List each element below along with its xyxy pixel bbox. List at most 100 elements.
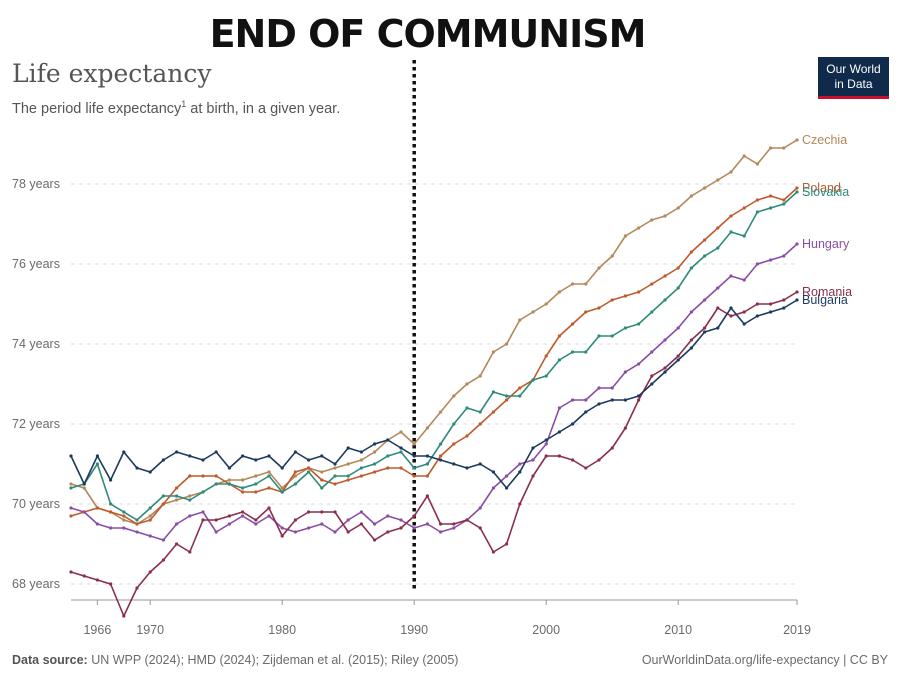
data-point-czechia: [175, 498, 179, 502]
data-point-slovakia: [320, 486, 324, 490]
our-world-in-data-logo[interactable]: Our World in Data: [818, 57, 889, 99]
data-point-hungary: [241, 514, 245, 518]
data-point-slovakia: [95, 462, 99, 466]
data-point-hungary: [69, 506, 73, 510]
data-point-czechia: [584, 282, 588, 286]
data-point-slovakia: [188, 498, 192, 502]
data-point-slovakia: [293, 482, 297, 486]
data-point-slovakia: [201, 490, 205, 494]
data-point-bulgaria: [478, 462, 482, 466]
data-point-poland: [214, 474, 218, 478]
data-point-slovakia: [623, 326, 628, 330]
data-point-hungary: [148, 534, 152, 538]
data-source-label: Data source:: [12, 653, 88, 667]
data-point-hungary: [307, 526, 311, 530]
data-point-czechia: [227, 478, 231, 482]
data-point-czechia: [267, 470, 271, 474]
data-point-slovakia: [346, 474, 350, 478]
data-point-poland: [386, 466, 390, 470]
data-point-romania: [584, 466, 588, 470]
subtitle-text: The period life expectancy: [12, 100, 182, 117]
series-label-czechia: Czechia: [802, 133, 847, 147]
data-point-slovakia: [425, 462, 429, 466]
data-point-hungary: [742, 278, 746, 282]
data-point-bulgaria: [346, 446, 350, 450]
data-point-hungary: [755, 262, 760, 266]
data-point-hungary: [267, 514, 271, 518]
data-point-hungary: [478, 506, 482, 510]
data-point-slovakia: [452, 422, 456, 426]
data-point-hungary: [254, 522, 258, 526]
data-point-romania: [637, 398, 641, 402]
data-point-bulgaria: [386, 438, 390, 442]
data-point-bulgaria: [676, 358, 680, 362]
data-point-slovakia: [399, 450, 403, 454]
data-point-bulgaria: [557, 430, 562, 434]
data-point-poland: [637, 290, 641, 294]
data-point-hungary: [439, 530, 443, 534]
data-point-hungary: [452, 526, 456, 530]
data-point-romania: [689, 338, 694, 342]
data-point-bulgaria: [333, 462, 337, 466]
x-tick-label: 1970: [136, 623, 164, 637]
data-point-romania: [241, 510, 245, 514]
data-point-slovakia: [689, 266, 694, 270]
data-point-czechia: [663, 214, 667, 218]
data-point-poland: [175, 486, 179, 490]
data-point-czechia: [531, 310, 535, 314]
data-point-romania: [544, 454, 548, 458]
data-point-slovakia: [267, 474, 271, 478]
data-point-romania: [95, 578, 99, 582]
data-point-slovakia: [307, 470, 311, 474]
data-point-hungary: [703, 298, 707, 302]
data-point-bulgaria: [122, 450, 126, 454]
data-point-romania: [135, 586, 139, 590]
data-point-slovakia: [280, 490, 284, 494]
data-point-hungary: [689, 310, 694, 314]
data-point-poland: [650, 282, 654, 286]
data-point-romania: [465, 518, 469, 522]
data-point-romania: [597, 458, 601, 462]
data-point-bulgaria: [729, 306, 733, 310]
data-point-hungary: [663, 338, 667, 342]
y-tick-label: 72 years: [12, 417, 60, 431]
data-point-bulgaria: [452, 462, 456, 466]
data-point-slovakia: [214, 482, 218, 486]
data-point-hungary: [412, 526, 416, 530]
data-point-czechia: [280, 486, 284, 490]
data-point-slovakia: [439, 442, 443, 446]
credit-link[interactable]: OurWorldinData.org/life-expectancy | CC …: [641, 653, 888, 667]
data-point-romania: [254, 518, 258, 522]
data-point-bulgaria: [95, 454, 99, 458]
data-point-hungary: [373, 522, 377, 526]
data-point-poland: [201, 474, 205, 478]
data-point-bulgaria: [82, 482, 86, 486]
data-point-slovakia: [703, 254, 707, 258]
data-point-bulgaria: [214, 450, 218, 454]
banner-title: END OF COMMUNISM: [209, 12, 647, 56]
axes: 68 years 70 years 72 years 74 years 76 years…: [12, 177, 811, 637]
series-label-hungary: Hungary: [802, 237, 850, 251]
data-point-romania: [650, 374, 654, 378]
data-point-czechia: [254, 474, 258, 478]
data-point-poland: [729, 214, 733, 218]
data-point-poland: [254, 490, 258, 494]
series-label-bulgaria: Bulgaria: [802, 293, 848, 307]
data-point-czechia: [452, 394, 456, 398]
data-point-hungary: [320, 522, 324, 526]
data-point-poland: [359, 474, 363, 478]
data-point-romania: [359, 522, 363, 526]
data-point-poland: [307, 466, 311, 470]
data-point-bulgaria: [610, 398, 614, 402]
data-point-czechia: [571, 282, 575, 286]
data-point-hungary: [386, 514, 390, 518]
data-point-czechia: [82, 486, 86, 490]
data-point-hungary: [82, 510, 86, 514]
data-point-romania: [478, 526, 482, 530]
data-point-czechia: [241, 478, 245, 482]
data-point-romania: [531, 474, 535, 478]
logo-line-2: in Data: [834, 77, 873, 91]
series-line-poland: [70, 187, 798, 525]
footnote-marker: 1: [181, 99, 187, 109]
